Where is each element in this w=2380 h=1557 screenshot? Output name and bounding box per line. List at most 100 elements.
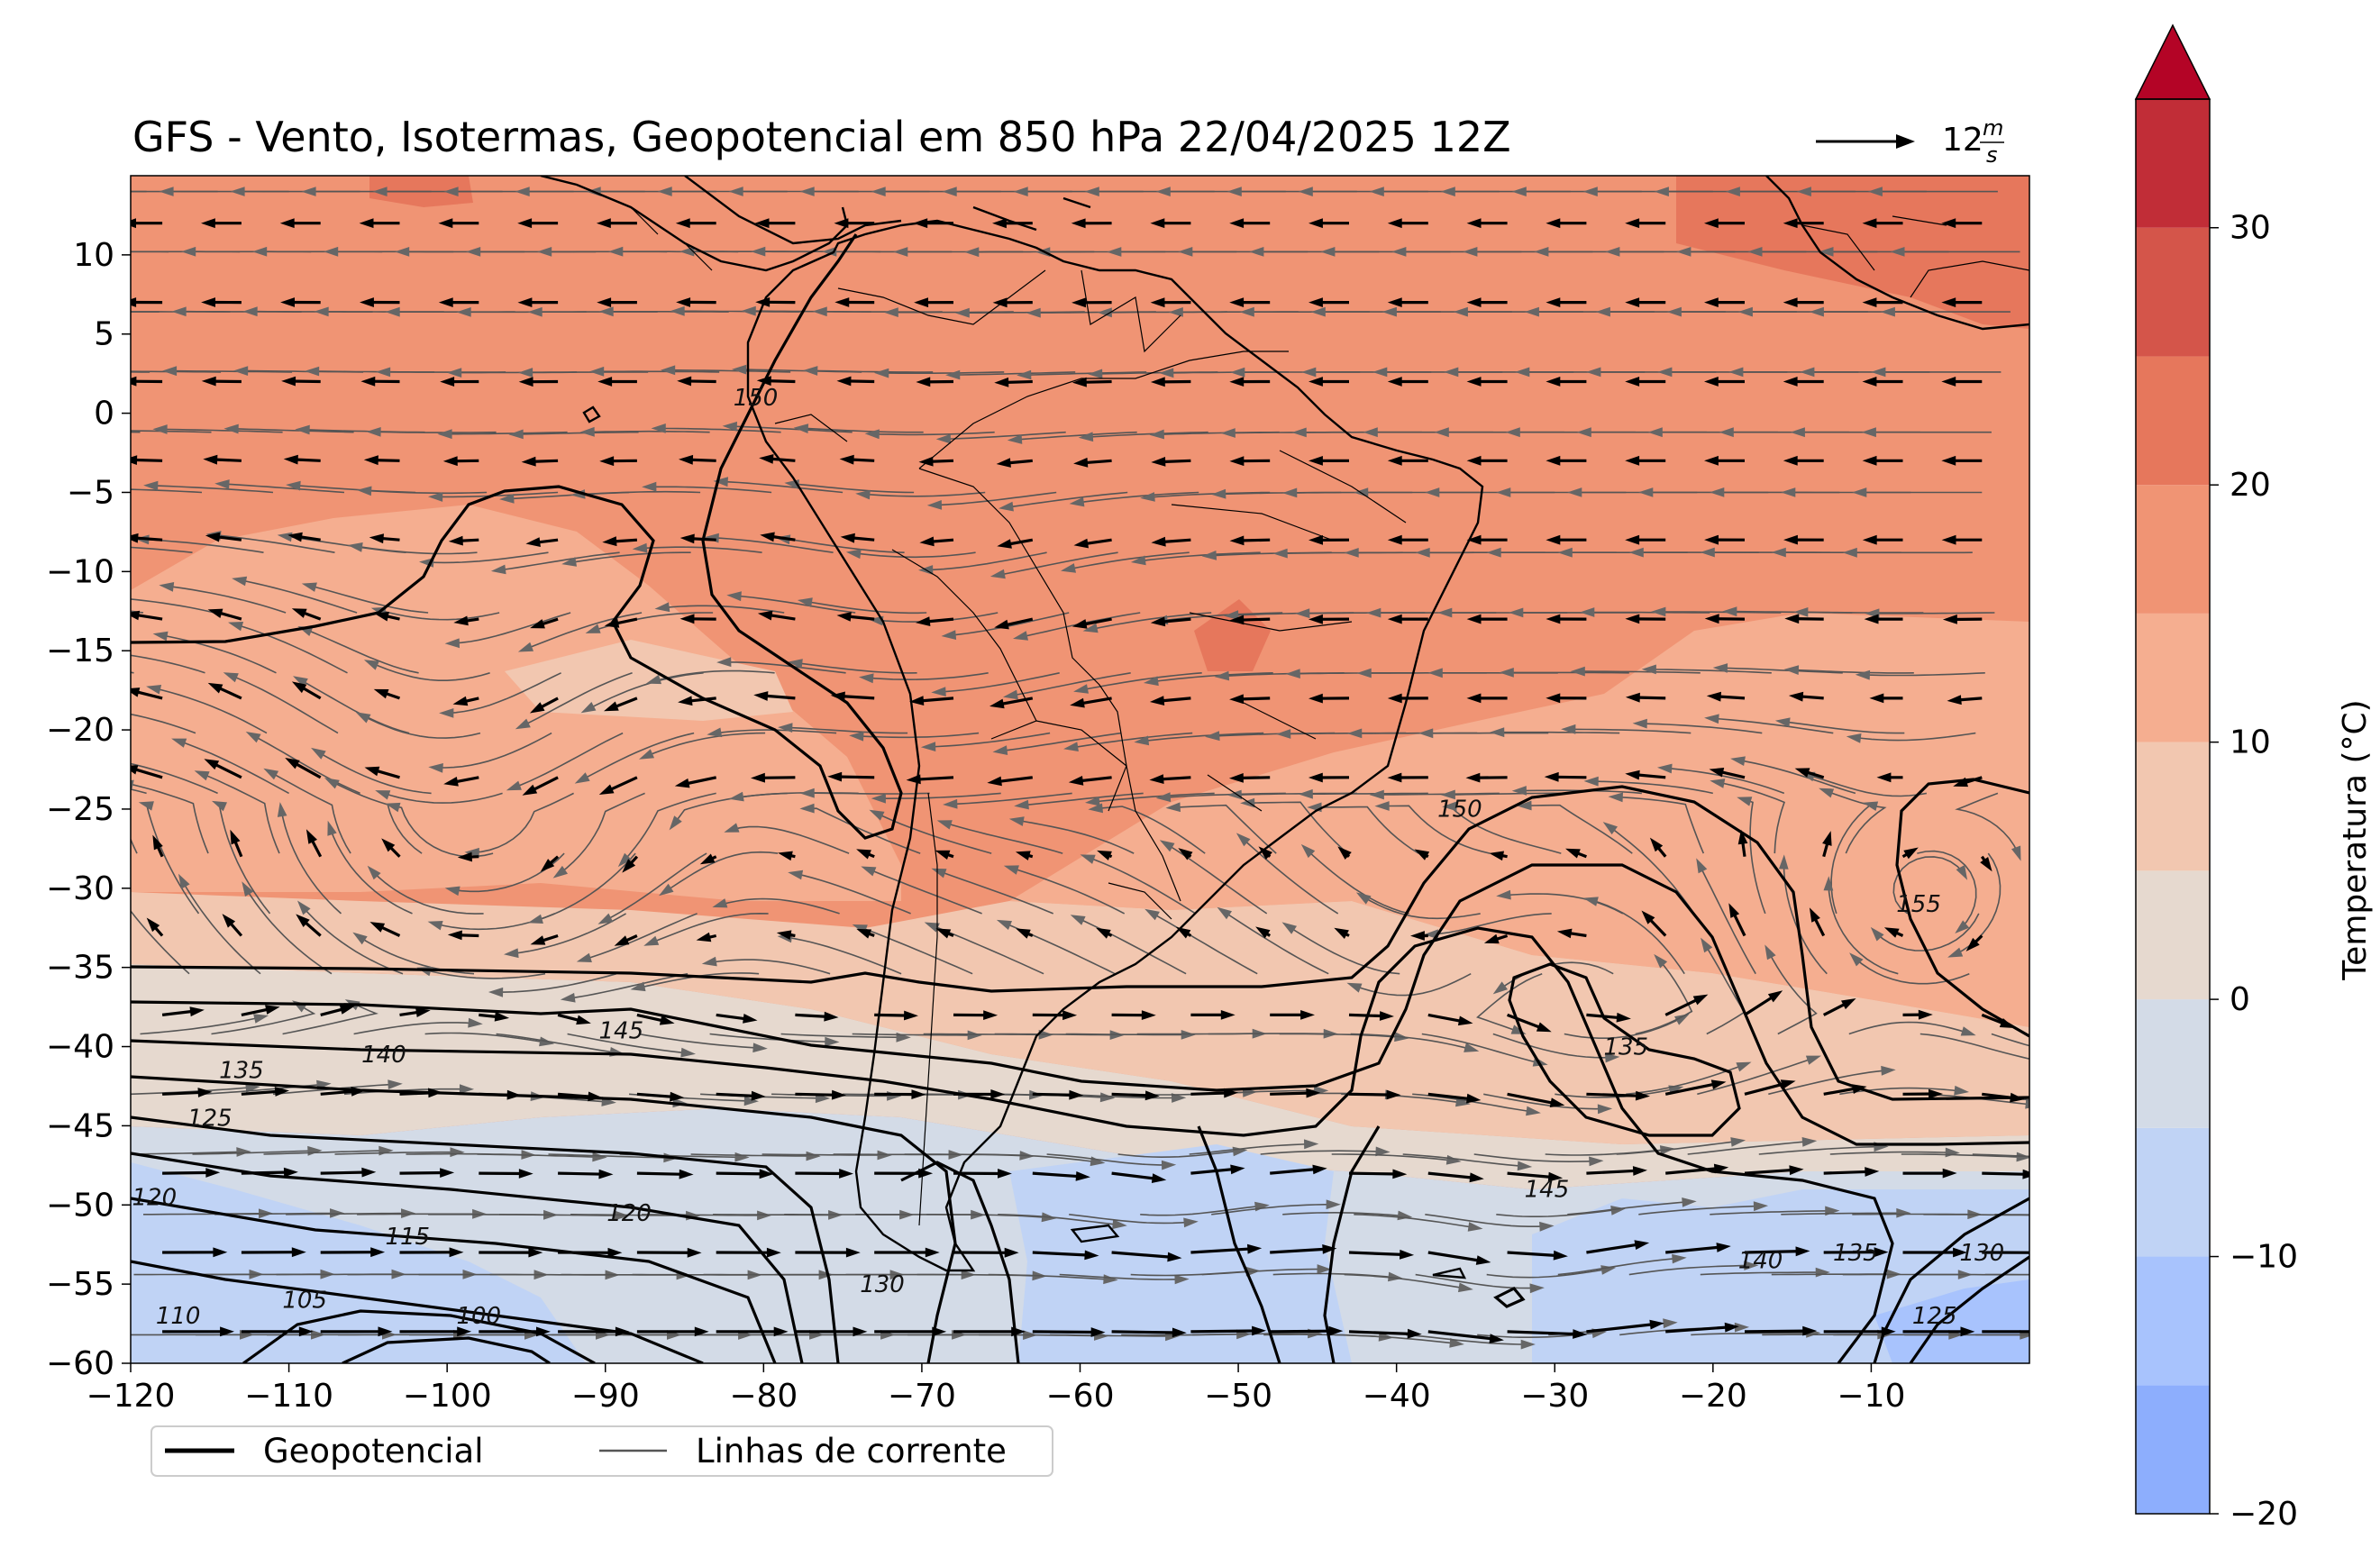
legend-geopotential-label: Geopotencial — [263, 1432, 484, 1470]
streamline-arrowhead — [20, 367, 34, 377]
quiver-key-unit-numerator: m — [1983, 115, 2003, 141]
streamline-arrowhead — [119, 780, 134, 790]
streamline-arrowhead — [87, 187, 102, 196]
wind-vector-shaft — [1982, 1173, 2028, 1174]
streamline-arrowhead — [14, 600, 28, 610]
wind-vector-head — [2039, 1327, 2054, 1337]
colorbar-tick-label: 20 — [2230, 467, 2271, 504]
colorbar-tick-label: 0 — [2230, 981, 2250, 1018]
quiver-key-unit-denominator: s — [1986, 142, 1998, 168]
streamline-arrowhead — [1, 486, 15, 496]
contour-label: 105 — [282, 1287, 327, 1314]
streamline-arrowhead — [0, 715, 10, 725]
contour-label: 130 — [860, 1271, 905, 1298]
streamline-arrowhead — [2101, 1270, 2115, 1279]
x-tick-label: −110 — [244, 1378, 333, 1415]
longitude-axis: −120−110−100−90−80−70−60−50−40−30−20−10 — [87, 1363, 1906, 1415]
streamline-arrowhead — [0, 544, 6, 554]
streamline-arrowhead — [2038, 1210, 2053, 1220]
colorbar-band — [2136, 742, 2210, 871]
y-tick-label: −10 — [46, 553, 114, 590]
y-tick-label: 10 — [73, 237, 114, 274]
contour-label: 135 — [1833, 1240, 1878, 1267]
wind-vector-shaft — [1745, 1331, 1808, 1332]
streamline — [597, 371, 719, 372]
wind-vector-shaft — [1033, 1332, 1097, 1333]
colorbar-band — [2136, 1128, 2210, 1257]
contour-label: 135 — [219, 1058, 264, 1085]
x-tick-label: −30 — [1520, 1378, 1589, 1415]
contour-label: 125 — [187, 1105, 233, 1132]
y-tick-label: −20 — [46, 712, 114, 749]
x-tick-label: −50 — [1204, 1378, 1272, 1415]
wind-vector-head — [2032, 1248, 2047, 1258]
wind-vector-shaft — [716, 1173, 765, 1174]
quiver-key-magnitude: 12 — [1942, 122, 1983, 159]
y-tick-label: 5 — [94, 316, 114, 353]
wind-vector-head — [122, 297, 136, 307]
contour-label: 100 — [456, 1303, 501, 1330]
colorbar-tick-label: −20 — [2230, 1496, 2298, 1533]
y-tick-label: 0 — [94, 396, 114, 432]
x-tick-label: −90 — [571, 1378, 640, 1415]
legend: Geopotencial Linhas de corrente — [151, 1426, 1053, 1476]
contour-label: 145 — [1525, 1176, 1570, 1203]
colorbar-label: Temperatura (°C) — [2337, 699, 2374, 980]
streamline-arrowhead — [2103, 1055, 2119, 1065]
y-tick-label: −30 — [46, 870, 114, 907]
y-tick-label: −5 — [67, 474, 114, 511]
wind-vector-shaft — [1349, 1173, 1398, 1174]
wind-vector-shaft — [716, 1094, 757, 1096]
streamline — [1994, 1215, 2116, 1216]
colorbar-band — [2136, 999, 2210, 1128]
streamline-arrowhead — [16, 187, 31, 196]
x-tick-label: −120 — [87, 1378, 176, 1415]
wind-vector-head — [123, 455, 137, 465]
streamline-arrowhead — [39, 247, 53, 257]
streamline-arrowhead — [2029, 1270, 2044, 1279]
streamline-arrowhead — [2096, 1101, 2111, 1111]
wind-vector-shaft — [242, 1172, 289, 1173]
y-tick-label: −25 — [46, 791, 114, 828]
contour-label: 140 — [361, 1042, 406, 1069]
wind-vector-shaft — [162, 1172, 211, 1173]
colorbar-extend-triangle — [2136, 25, 2210, 99]
y-tick-label: −45 — [46, 1107, 114, 1144]
colorbar-band — [2136, 870, 2210, 999]
wind-vector-shaft — [1112, 1332, 1178, 1333]
contour-label: 120 — [132, 1184, 178, 1211]
x-tick-label: −70 — [888, 1378, 956, 1415]
y-tick-label: −55 — [46, 1266, 114, 1303]
streamline-arrowhead — [29, 307, 43, 317]
colorbar-band — [2136, 1257, 2210, 1386]
y-tick-label: −15 — [46, 633, 114, 669]
wind-vector-shaft — [1190, 1093, 1229, 1094]
x-tick-label: −20 — [1679, 1378, 1747, 1415]
colorbar-band — [2136, 485, 2210, 614]
map-plot-area: 1501501551451401351351251201201151101051… — [0, 176, 2125, 1363]
streamline-arrowhead — [2025, 1099, 2040, 1109]
x-tick-label: −60 — [1046, 1378, 1115, 1415]
streamline-arrowhead — [23, 884, 37, 898]
wind-vector-shaft — [1586, 1094, 1641, 1096]
contour-label: 145 — [598, 1018, 643, 1045]
wind-vector-shaft — [558, 1173, 604, 1174]
streamline — [1873, 613, 1994, 614]
contour-label: 135 — [1603, 1033, 1648, 1061]
wind-vector-shaft — [1112, 1094, 1151, 1096]
streamline-arrowhead — [100, 307, 114, 317]
contour-label: 150 — [1437, 797, 1482, 824]
streamline-arrowhead — [63, 540, 78, 550]
wind-vector-shaft — [1270, 1331, 1334, 1332]
wind-vector-shaft — [321, 1172, 368, 1173]
colorbar-band — [2136, 356, 2210, 485]
wind-vector-shaft — [836, 777, 874, 778]
y-tick-label: −40 — [46, 1029, 114, 1066]
wind-vector-shaft — [1349, 1094, 1392, 1095]
wind-vector-shaft — [1824, 1171, 1871, 1173]
colorbar-band — [2136, 228, 2210, 357]
contour-label: 130 — [1960, 1240, 2005, 1267]
streamline-arrowhead — [18, 770, 32, 780]
